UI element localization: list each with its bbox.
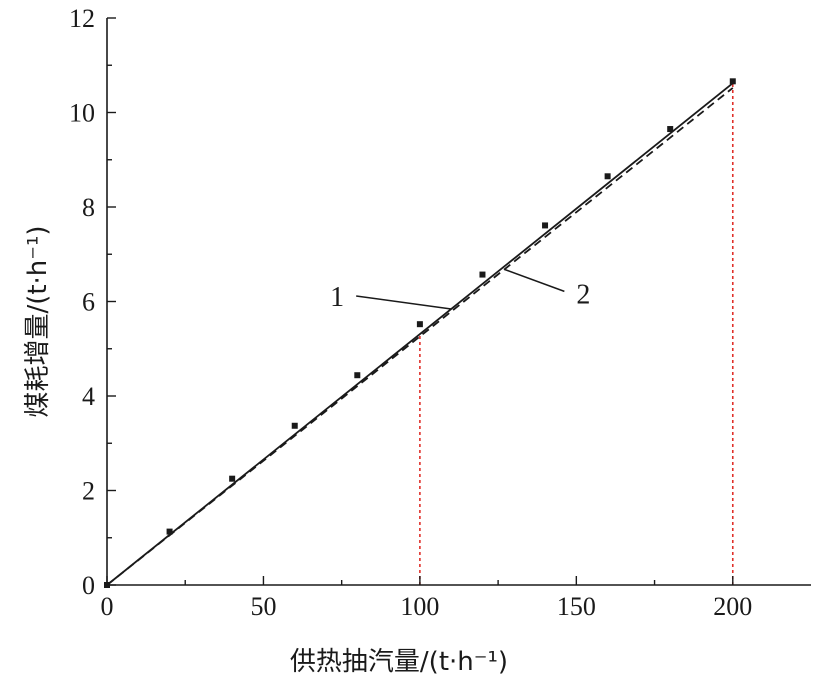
- series-label-2: 2: [576, 279, 590, 310]
- series-line-2: [106, 87, 734, 586]
- y-tick-label: 12: [69, 4, 95, 33]
- data-point: [229, 475, 236, 482]
- data-point: [729, 78, 736, 85]
- y-tick-label: 0: [82, 571, 95, 600]
- x-tick-label: 150: [557, 592, 596, 621]
- y-tick-label: 2: [82, 477, 95, 506]
- x-tick-label: 100: [400, 592, 439, 621]
- data-point: [166, 528, 173, 535]
- series-label-1: 1: [330, 282, 344, 313]
- data-point: [542, 222, 549, 229]
- data-point: [667, 126, 674, 133]
- callout-leader-line: [504, 268, 565, 293]
- x-tick-label: 200: [713, 592, 752, 621]
- data-point: [416, 321, 423, 328]
- series-lines: [106, 82, 734, 586]
- y-tick-label: 6: [82, 288, 95, 317]
- data-point: [604, 173, 611, 180]
- x-tick-label: 0: [101, 592, 114, 621]
- y-tick-label: 8: [82, 193, 95, 222]
- y-tick-label: 10: [69, 99, 95, 128]
- x-tick-label: 50: [250, 592, 276, 621]
- data-point: [354, 372, 361, 379]
- y-axis-title: 煤耗增量/(t·h⁻¹): [23, 225, 53, 417]
- y-tick-label: 4: [82, 382, 95, 411]
- reference-lines: [419, 83, 734, 585]
- data-point: [479, 271, 486, 278]
- callout-leader-line: [356, 295, 452, 310]
- x-axis-title: 供热抽汽量/(t·h⁻¹): [290, 647, 508, 677]
- data-point: [291, 422, 298, 429]
